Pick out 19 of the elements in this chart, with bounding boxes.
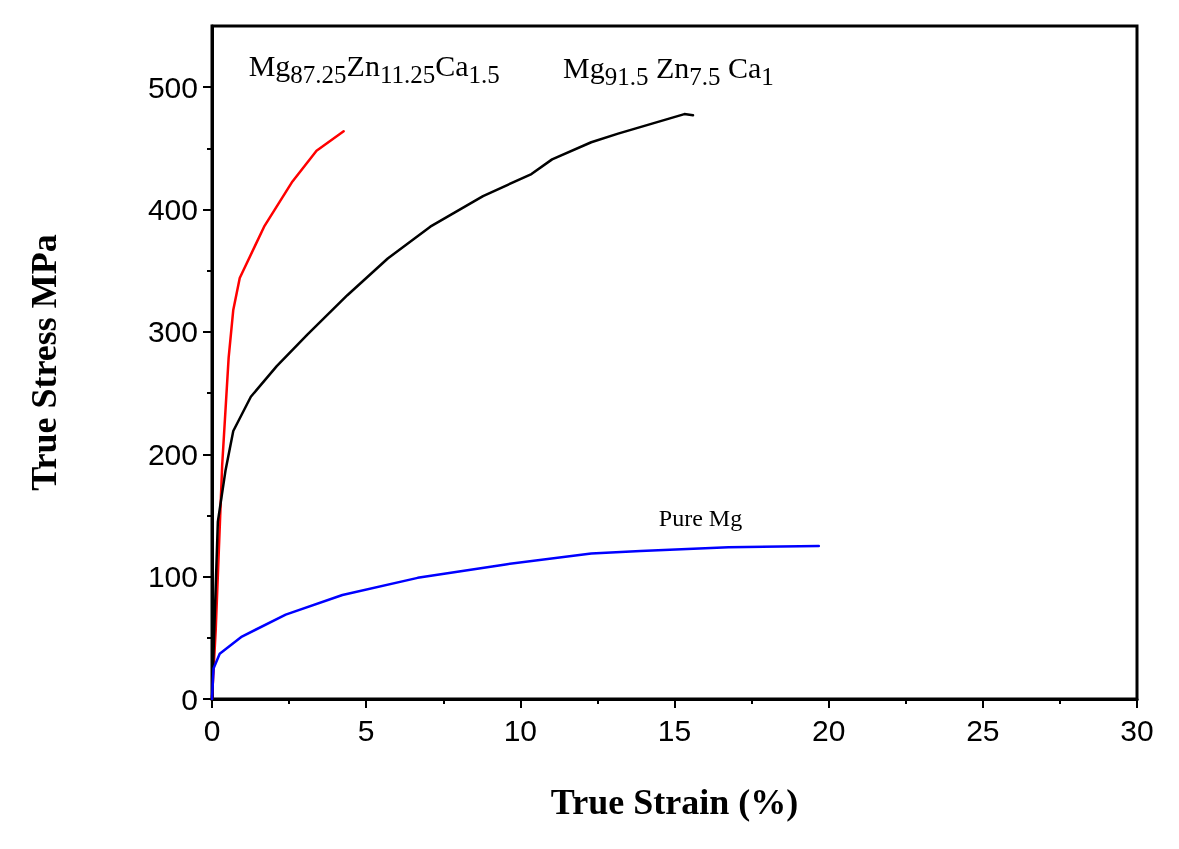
y-tick-label: 400 [147,193,198,227]
y-tick-label: 0 [181,682,198,716]
y-tick-label: 300 [147,315,198,349]
series-label: Pure Mg [658,505,743,532]
x-tick-label: 25 [966,713,1000,747]
x-tick-label: 20 [811,713,846,747]
x-tick-label: 5 [357,713,375,747]
y-tick-label: 500 [147,70,198,104]
y-tick-label: 200 [147,437,198,471]
x-tick-label: 15 [657,713,692,747]
x-tick-label: 10 [503,713,538,747]
y-axis-title: True Stress MPa [24,234,64,491]
x-tick-label: 0 [203,713,221,747]
y-tick-label: 100 [147,560,198,594]
x-axis-title: True Strain (%) [550,782,799,822]
x-tick-label: 30 [1120,713,1154,747]
series-label: Mg$_{91.5}$ Zn$_{7.5}$ Ca$_{1}$ [563,51,774,91]
text: Mg$_{87.25}$Zn$_{11.25}$Ca$_{1.5}$ [248,49,500,89]
line-series [210,544,821,701]
